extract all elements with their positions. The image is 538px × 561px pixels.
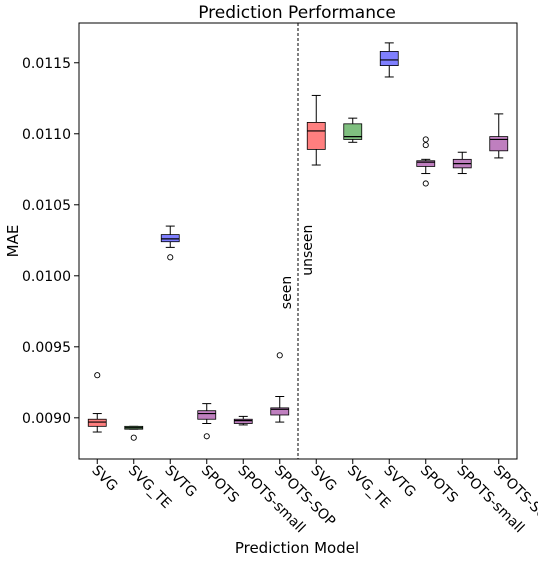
- x-tick-label: SPOTS: [417, 463, 461, 507]
- outlier-point: [276, 352, 283, 359]
- outlier-point: [130, 434, 137, 441]
- box-unseen-svtg: [379, 51, 399, 67]
- y-axis-label: MAE: [4, 225, 22, 258]
- box-seen-spots-sop: [270, 407, 290, 416]
- outlier-point: [422, 136, 429, 143]
- y-tick-label: 0.0095: [22, 340, 71, 356]
- y-tick-label: 0.0110: [22, 127, 71, 143]
- x-tick-label: SVG: [307, 463, 339, 495]
- x-tick-label: SVG: [88, 463, 120, 495]
- box-unseen-svg_te: [343, 123, 363, 140]
- y-tick-label: 0.0115: [22, 56, 71, 72]
- x-tick-label: SPOTS: [198, 463, 242, 507]
- box-unseen-svg: [306, 122, 326, 150]
- outlier-point: [422, 180, 429, 187]
- box-seen-svg: [87, 418, 107, 427]
- box-seen-spots: [197, 410, 217, 420]
- box-seen-spots-small: [233, 418, 253, 424]
- outlier-point: [94, 372, 101, 379]
- seen-annotation: seen: [279, 276, 295, 309]
- chart-title: Prediction Performance: [198, 3, 396, 23]
- box-unseen-spots: [416, 160, 436, 167]
- outlier-point: [203, 433, 210, 440]
- outlier-point: [167, 254, 174, 261]
- unseen-annotation: unseen: [300, 225, 316, 276]
- y-tick-label: 0.0105: [22, 198, 71, 214]
- outlier-point: [422, 142, 429, 149]
- y-tick-label: 0.0090: [22, 411, 71, 427]
- box-unseen-spots-sop: [489, 136, 509, 152]
- plot-area: 0.0090 0.0095 0.0100 0.0105 0.0110 0.0115 seen…: [22, 22, 538, 536]
- y-tick-label: 0.0100: [22, 269, 71, 285]
- x-axis-label: Prediction Model: [235, 539, 359, 557]
- box-seen-svtg: [160, 234, 180, 243]
